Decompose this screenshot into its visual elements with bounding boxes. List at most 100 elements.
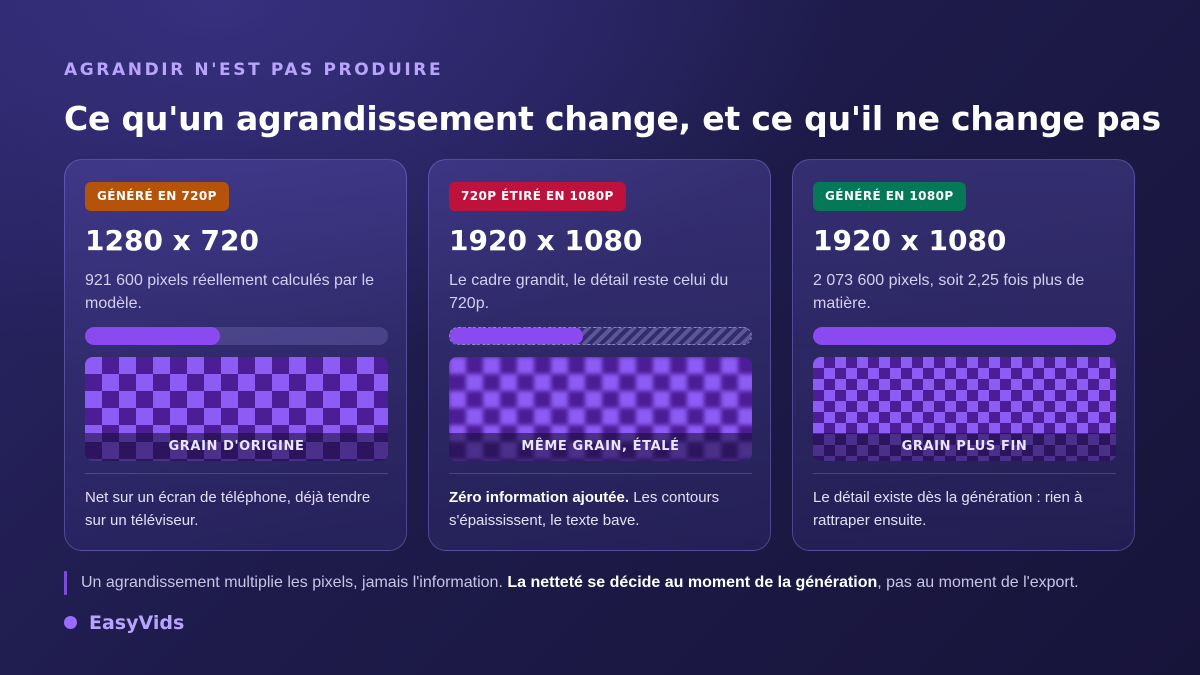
grain-cell (879, 401, 890, 412)
grain-cell (956, 368, 967, 379)
card-generated-1080p: GÉNÉRÉ EN 1080P 1920 x 1080 2 073 600 pi… (792, 159, 1135, 551)
footer-caption: Un agrandissement multiplie les pixels, … (81, 573, 1079, 593)
grain-label: GRAIN D'ORIGINE (168, 439, 305, 454)
grain-cell (619, 391, 636, 408)
grain-cell (835, 357, 846, 368)
card-note-bold: Zéro information ajoutée. (449, 489, 630, 506)
grain-cell (1077, 357, 1088, 368)
grain-cell (890, 390, 901, 401)
grain-cell (255, 391, 272, 408)
grain-cell (879, 379, 890, 390)
grain-cell (1000, 390, 1011, 401)
grain-cell (85, 391, 102, 408)
grain-cell (374, 374, 388, 391)
grain-cell (221, 391, 238, 408)
grain-cell (306, 408, 323, 425)
grain-preview: MÊME GRAIN, ÉTALÉ (449, 357, 752, 461)
grain-cell (204, 374, 221, 391)
grain-cell (879, 423, 890, 434)
grain-cell (1033, 357, 1044, 368)
grain-cell (824, 368, 835, 379)
eyebrow-label: AGRANDIR N'EST PAS PRODUIRE (64, 60, 444, 80)
pixel-bar-fill (450, 328, 583, 344)
grain-cell (978, 412, 989, 423)
grain-label-shade (813, 433, 1116, 461)
grain-cell (813, 401, 824, 412)
card-description: Le cadre grandit, le détail reste celui … (449, 272, 729, 312)
grain-cell (1099, 423, 1110, 434)
grain-cell (1055, 423, 1066, 434)
grain-cell (340, 408, 357, 425)
grain-cell (153, 357, 170, 374)
grain-cell (923, 379, 934, 390)
grain-cell (868, 368, 879, 379)
grain-cell (1066, 390, 1077, 401)
brand-dot-icon (64, 616, 77, 629)
grain-cell (687, 391, 704, 408)
card-stretched-720p: 720P ÉTIRÉ EN 1080P 1920 x 1080 Le cadre… (428, 159, 771, 551)
grain-cell (170, 374, 187, 391)
grain-cell (846, 368, 857, 379)
grain-cell (934, 390, 945, 401)
grain-cell (602, 374, 619, 391)
grain-cell (187, 391, 204, 408)
grain-cell (721, 391, 738, 408)
grain-cell (934, 368, 945, 379)
grain-cell (1000, 412, 1011, 423)
brand-name: EasyVids (89, 612, 185, 634)
grain-cell (857, 423, 868, 434)
grain-cell (1077, 401, 1088, 412)
grain-cell (653, 357, 670, 374)
grain-cell (813, 423, 824, 434)
grain-cell (102, 408, 119, 425)
card-description: 2 073 600 pixels, soit 2,25 fois plus de… (813, 272, 1085, 312)
grain-cell (374, 408, 388, 425)
grain-cell (534, 374, 551, 391)
card-divider (449, 473, 752, 474)
grain-cell (687, 357, 704, 374)
grain-cell (483, 357, 500, 374)
grain-cell (517, 357, 534, 374)
grain-cell (1099, 401, 1110, 412)
grain-cell (1099, 357, 1110, 368)
grain-cell (1022, 390, 1033, 401)
grain-cell (1044, 368, 1055, 379)
grain-cell (357, 391, 374, 408)
pixel-bar (449, 327, 752, 345)
grain-label-shade (85, 433, 388, 461)
grain-cell (835, 423, 846, 434)
grain-label: MÊME GRAIN, ÉTALÉ (521, 439, 680, 454)
grain-cell (1011, 357, 1022, 368)
grain-cell (824, 390, 835, 401)
grain-cell (989, 423, 1000, 434)
grain-cell (1110, 368, 1116, 379)
grain-cell (813, 379, 824, 390)
grain-cell (721, 357, 738, 374)
grain-label-shade (449, 433, 752, 461)
grain-cell (1077, 423, 1088, 434)
grain-cell (835, 401, 846, 412)
grain-cell (1022, 368, 1033, 379)
grain-cell (551, 357, 568, 374)
grain-cell (483, 391, 500, 408)
grain-preview: GRAIN D'ORIGINE (85, 357, 388, 461)
grain-cell (967, 401, 978, 412)
grain-cell (704, 374, 721, 391)
pixel-bar-fill (813, 327, 1116, 345)
card-note-text: Net sur un écran de téléphone, déjà tend… (85, 489, 371, 529)
grain-cell (967, 423, 978, 434)
grain-cell (204, 408, 221, 425)
grain-cell (945, 401, 956, 412)
grain-cell (357, 357, 374, 374)
card-resolution: 1280 x 720 (85, 224, 259, 257)
grain-cell (517, 391, 534, 408)
footer-text-before: Un agrandissement multiplie les pixels, … (81, 574, 503, 591)
grain-cell (238, 408, 255, 425)
grain-cell (466, 408, 483, 425)
card-description: 921 600 pixels réellement calculés par l… (85, 272, 375, 312)
grain-cell (1055, 357, 1066, 368)
grain-cell (879, 357, 890, 368)
grain-cell (1110, 390, 1116, 401)
grain-cell (901, 401, 912, 412)
grain-cell (449, 391, 466, 408)
